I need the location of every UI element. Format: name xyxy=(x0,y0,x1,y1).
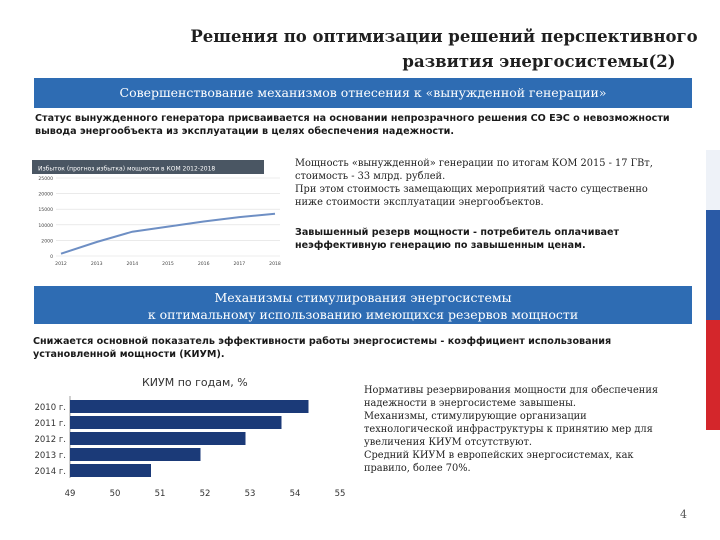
chart2-x-ticks: 49 50 51 52 53 54 55 xyxy=(65,489,346,499)
kium-bar-chart: КИУМ по годам, % 2010 г.2011 г.2012 г.20… xyxy=(34,376,346,499)
section2-statement-line-2: установленной мощности (КИУМ). xyxy=(33,349,225,360)
chart1-x-tick: 2017 xyxy=(233,261,245,267)
section1-statement: Статус вынужденного генератора присваива… xyxy=(35,112,695,138)
section2-statement: Снижается основной показатель эффективно… xyxy=(33,335,693,361)
chart2-bar xyxy=(70,432,246,445)
chart2-x-tick: 55 xyxy=(335,489,346,499)
section1-note-1-line-3: При этом стоимость замещающих мероприяти… xyxy=(295,184,648,195)
section2-note-line-7: правило, более 70%. xyxy=(364,463,471,474)
section2-header-line-1: Механизмы стимулирования энергосистемы xyxy=(214,290,512,305)
section2-note-line-4: технологической инфраструктуры к приняти… xyxy=(364,424,653,435)
chart1-y-tick: 15000 xyxy=(38,207,53,213)
chart1-y-tick: 25000 xyxy=(38,176,53,182)
section1-statement-line-2: вывода энергообъекта из эксплуатации в ц… xyxy=(35,126,455,137)
section1-note-1-line-1: Мощность «вынужденной» генерации по итог… xyxy=(295,158,653,169)
section2-note: Нормативы резервирования мощности для об… xyxy=(364,384,694,475)
section2-note-line-5: увеличения КИУМ отсутствуют. xyxy=(364,437,533,448)
chart1-x-tick: 2013 xyxy=(91,261,103,267)
section1-note-1-line-2: стоимость - 33 млрд. рублей. xyxy=(295,171,446,182)
section2-note-line-6: Средний КИУМ в европейских энергосистема… xyxy=(364,450,634,461)
chart2-bar xyxy=(70,464,151,477)
chart2-bars xyxy=(70,400,309,477)
chart1-y-tick: 2000 xyxy=(41,238,53,244)
page-number: 4 xyxy=(680,508,687,521)
section1-note-2-line-2: неэффективную генерацию по завышенным це… xyxy=(295,240,586,251)
chart2-x-tick: 53 xyxy=(245,489,256,499)
stripe-red xyxy=(706,320,720,430)
section2-note-line-1: Нормативы резервирования мощности для об… xyxy=(364,385,659,396)
surplus-line-chart: Избыток (прогноз избытка) мощности в КОМ… xyxy=(30,160,292,272)
chart1-y-tick: 10000 xyxy=(38,223,53,229)
chart2-category-label: 2014 г. xyxy=(34,467,66,477)
slide-title-line-1: Решения по оптимизации решений перспекти… xyxy=(190,27,698,46)
section1-note-1-line-4: ниже стоимости эксплуатации энергообъект… xyxy=(295,197,544,208)
chart2-bar xyxy=(70,400,309,413)
chart1-y-ticks: 0 2000 10000 15000 20000 25000 xyxy=(38,176,53,260)
chart1-x-ticks: 2012 2013 2014 2015 2016 2017 2018 xyxy=(55,261,281,267)
chart2-x-tick: 52 xyxy=(200,489,211,499)
slide-title-line-2: развития энергосистемы(2) xyxy=(402,52,676,71)
chart2-category-label: 2011 г. xyxy=(34,419,66,429)
slide-title: Решения по оптимизации решений перспекти… xyxy=(170,24,718,74)
chart1-series-line xyxy=(60,212,276,255)
chart2-x-tick: 51 xyxy=(155,489,166,499)
chart1-title-bar xyxy=(32,160,264,174)
chart2-category-label: 2012 г. xyxy=(34,435,66,445)
chart2-bar xyxy=(70,448,201,461)
chart1-x-tick: 2018 xyxy=(269,261,281,267)
section1-statement-line-1: Статус вынужденного генератора присваива… xyxy=(35,113,670,124)
section2-header-line-2: к оптимальному использованию имеющихся р… xyxy=(147,307,579,322)
section1-note-2-line-1: Завышенный резерв мощности - потребитель… xyxy=(295,227,620,238)
chart1-y-tick: 20000 xyxy=(38,192,53,198)
chart1-gridlines xyxy=(56,177,280,257)
section2-header: Механизмы стимулирования энергосистемы к… xyxy=(34,286,692,324)
section2-note-line-2: надежности в энергосистеме завышены. xyxy=(364,398,577,409)
section1-note-1: Мощность «вынужденной» генерации по итог… xyxy=(295,157,695,209)
chart2-category-labels: 2010 г. 2011 г. 2012 г. 2013 г. 2014 г. xyxy=(34,403,66,477)
chart2-category-label: 2013 г. xyxy=(34,451,66,461)
chart1-x-tick: 2014 xyxy=(126,261,138,267)
section1-note-2: Завышенный резерв мощности - потребитель… xyxy=(295,226,695,252)
section1-header: Совершенствование механизмов отнесения к… xyxy=(34,78,692,108)
chart1-title: Избыток (прогноз избытка) мощности в КОМ… xyxy=(38,166,215,173)
chart2-title: КИУМ по годам, % xyxy=(142,376,248,389)
chart2-category-label: 2010 г. xyxy=(34,403,66,413)
section2-statement-line-1: Снижается основной показатель эффективно… xyxy=(33,336,612,347)
chart1-x-tick: 2012 xyxy=(55,261,67,267)
chart2-x-tick: 49 xyxy=(65,489,76,499)
chart2-x-tick: 50 xyxy=(110,489,121,499)
chart1-x-tick: 2016 xyxy=(198,261,210,267)
stripe-blue xyxy=(706,210,720,320)
chart1-y-tick: 0 xyxy=(50,254,53,260)
chart2-bar xyxy=(70,416,282,429)
chart2-x-tick: 54 xyxy=(290,489,301,499)
stripe-white xyxy=(706,150,720,210)
chart1-x-tick: 2015 xyxy=(162,261,174,267)
section2-note-line-3: Механизмы, стимулирующие организации xyxy=(364,411,587,422)
